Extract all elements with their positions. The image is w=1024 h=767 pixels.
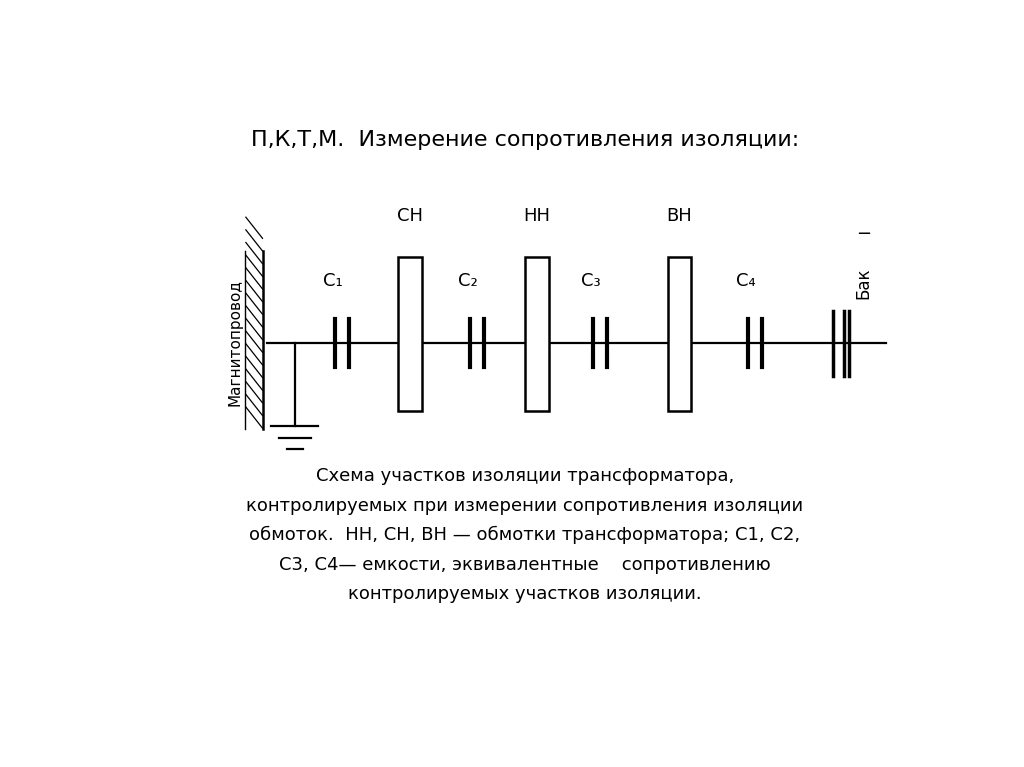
Text: контролируемых при измерении сопротивления изоляции: контролируемых при измерении сопротивлен… [246, 496, 804, 515]
Text: НН: НН [523, 207, 550, 225]
Text: C₄: C₄ [735, 272, 756, 290]
Text: Магнитопровод: Магнитопровод [227, 280, 243, 407]
Bar [524, 258, 549, 411]
Text: П,К,Т,М.  Измерение сопротивления изоляции:: П,К,Т,М. Измерение сопротивления изоляци… [251, 130, 799, 150]
Text: С3, С4— емкости, эквивалентные    сопротивлению: С3, С4— емкости, эквивалентные сопротивл… [279, 555, 771, 574]
Text: обмоток.  НН, СН, ВН — обмотки трансформатора; С1, С2,: обмоток. НН, СН, ВН — обмотки трансформа… [249, 526, 801, 545]
Bar [668, 258, 691, 411]
Text: C₁: C₁ [323, 272, 343, 290]
Text: СН: СН [396, 207, 423, 225]
Text: C₃: C₃ [581, 272, 600, 290]
Text: ВН: ВН [667, 207, 692, 225]
Text: −: − [856, 225, 871, 242]
Bar [397, 258, 422, 411]
Text: Схема участков изоляции трансформатора,: Схема участков изоляции трансформатора, [315, 467, 734, 485]
Text: контролируемых участков изоляции.: контролируемых участков изоляции. [348, 585, 701, 603]
Text: C₂: C₂ [458, 272, 477, 290]
Text: Бак: Бак [855, 267, 872, 299]
